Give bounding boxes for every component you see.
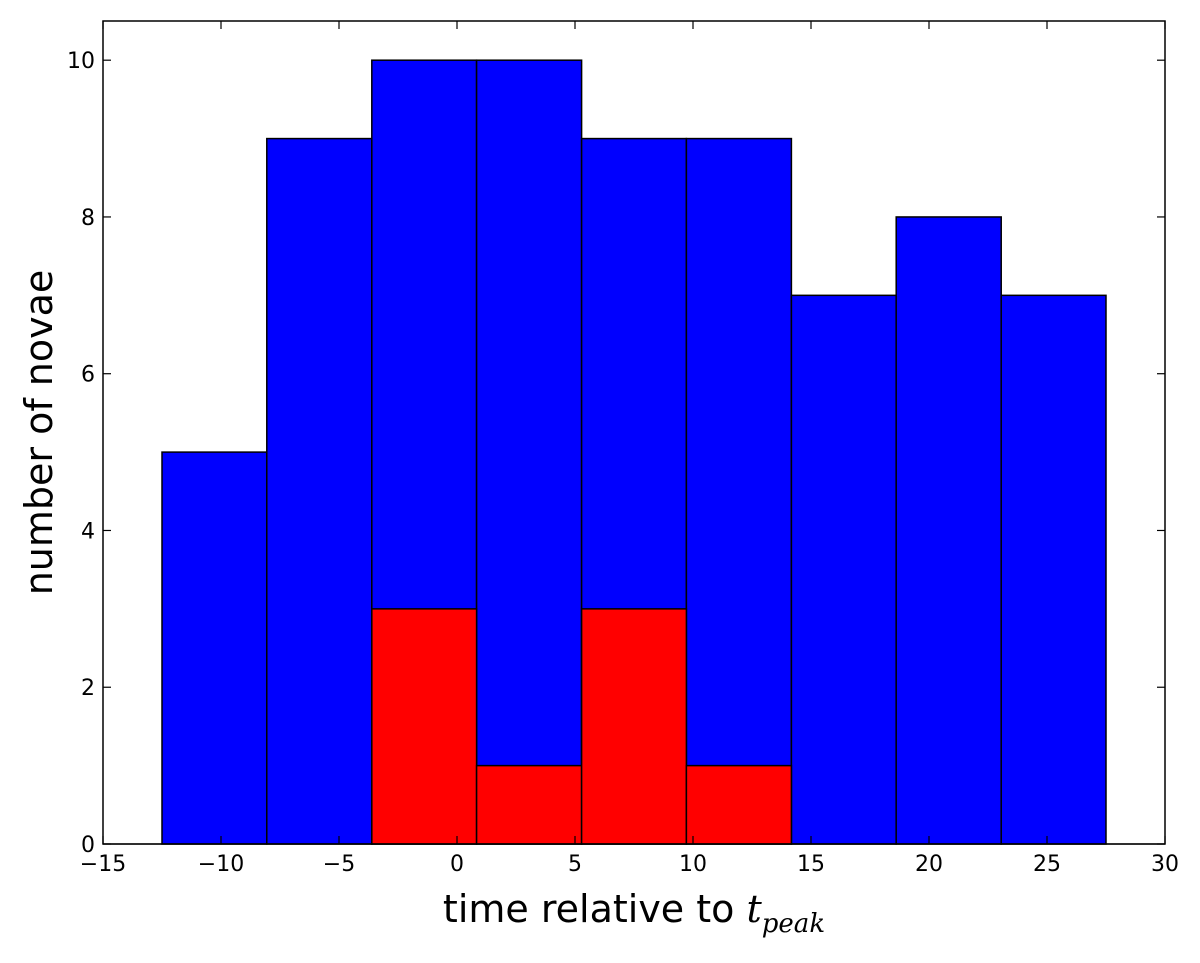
bar-series0-bin5: [685, 137, 793, 845]
y-tick-label: 8: [81, 206, 95, 231]
y-tick-label: 2: [81, 676, 95, 701]
y-axis-label: number of novae: [17, 270, 61, 596]
bar-series1-bin3: [475, 764, 583, 845]
x-tick-label: 5: [568, 852, 582, 877]
x-tick-label: 0: [450, 852, 464, 877]
bar-series0-bin1: [266, 137, 373, 845]
bar-series0-bin3: [475, 59, 583, 845]
y-tick-label: 6: [81, 363, 95, 388]
bar-series0-bin0: [161, 451, 268, 845]
bar-series0-bin7: [895, 216, 1002, 845]
bar-series1-bin5: [685, 764, 793, 845]
x-tick-label: −10: [198, 852, 244, 877]
x-axis-label: time relative to tpeak: [443, 887, 825, 939]
bar-series1-bin4: [580, 608, 688, 845]
plot-frame: [102, 20, 1166, 845]
x-tick-label: 15: [797, 852, 825, 877]
bar-series0-bin6: [790, 294, 897, 845]
y-tick-label: 4: [81, 519, 95, 544]
x-axis-label-text: time relative to: [443, 887, 747, 931]
bar-series0-bin8: [1000, 294, 1107, 845]
x-tick-label: −15: [80, 852, 126, 877]
y-tick-label: 0: [81, 833, 95, 858]
x-tick-label: 20: [915, 852, 943, 877]
x-axis-label-math-sub: peak: [762, 909, 825, 939]
x-tick-label: 25: [1033, 852, 1061, 877]
bars-layer: [103, 59, 1165, 845]
ticks-layer: −15 −10 −5 0 5 10 15 20 25 30 0 2 4 6 8 10: [67, 21, 1179, 877]
x-axis-label-math: t: [747, 887, 763, 931]
x-tick-label: 30: [1151, 852, 1179, 877]
bar-series1-bin2: [371, 608, 478, 845]
x-tick-label: −5: [323, 852, 355, 877]
x-tick-label: 10: [679, 852, 707, 877]
y-tick-label: 10: [67, 49, 95, 74]
